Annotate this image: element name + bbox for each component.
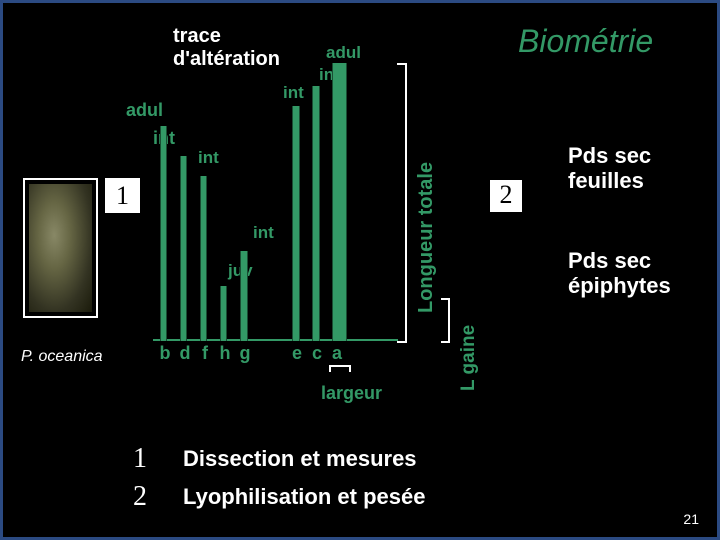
lgaine-bracket: [441, 298, 450, 343]
longueur-label: Longueur totale: [415, 162, 438, 313]
footer-num-2: 2: [133, 481, 147, 513]
adul-top: adul: [326, 43, 361, 63]
bar-letters: b d f h g e c a: [155, 343, 375, 364]
tag-2: 2: [490, 180, 522, 212]
pds-feuilles-2: feuilles: [568, 168, 644, 193]
photo-frame: [23, 178, 98, 318]
pds-epiphytes: Pds sec épiphytes: [568, 248, 671, 299]
longueur-bracket: [397, 63, 407, 343]
letter-h: h: [215, 343, 235, 364]
footer-text-2: Lyophilisation et pesée: [183, 484, 425, 510]
leaf-g: [240, 251, 248, 341]
leaf-d: [180, 156, 187, 341]
slide-title: Biométrie: [518, 23, 653, 60]
plant-photo-placeholder: [29, 184, 92, 312]
pds-feuilles-1: Pds sec: [568, 143, 651, 168]
letter-b: b: [155, 343, 175, 364]
leaf-h: [220, 286, 227, 341]
tag-1: 1: [107, 180, 138, 211]
leaf-e: [292, 106, 300, 341]
leaf-c: [312, 86, 320, 341]
leaf-f: [200, 176, 207, 341]
footer-num-1: 1: [133, 443, 147, 475]
letter-a: a: [327, 343, 347, 364]
letter-g: g: [235, 343, 255, 364]
largeur-label: largeur: [321, 383, 382, 404]
letter-d: d: [175, 343, 195, 364]
pds-epiphytes-2: épiphytes: [568, 273, 671, 298]
letter-f: f: [195, 343, 215, 364]
largeur-bracket: [329, 365, 351, 372]
letter-gap: [255, 343, 287, 364]
trace-line1: trace: [173, 25, 221, 47]
pds-epiphytes-1: Pds sec: [568, 248, 651, 273]
lgaine-label: L gaine: [458, 325, 480, 391]
letter-c: c: [307, 343, 327, 364]
slide-number: 21: [683, 511, 699, 527]
footer-text-1: Dissection et mesures: [183, 446, 417, 472]
species-label: P. oceanica: [21, 348, 103, 366]
pds-feuilles: Pds sec feuilles: [568, 143, 651, 194]
letter-e: e: [287, 343, 307, 364]
leaf-group: [153, 61, 398, 341]
leaf-a: [332, 63, 347, 341]
leaf-b: [160, 126, 167, 341]
